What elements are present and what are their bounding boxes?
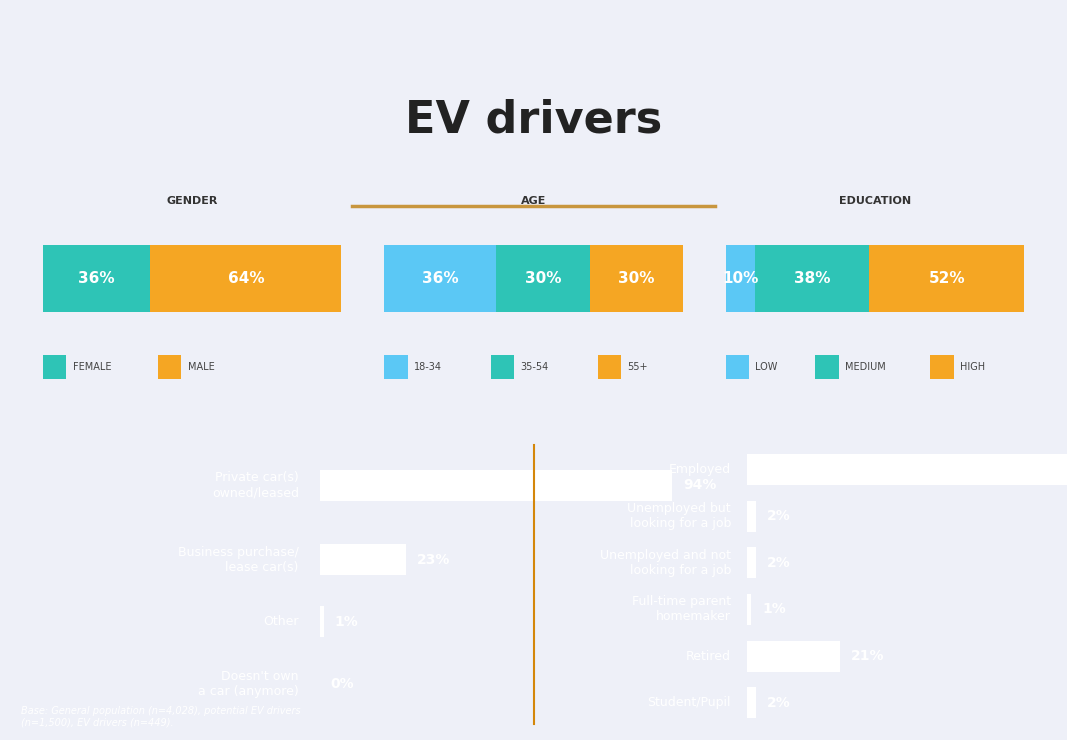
Text: 55+: 55+ [627, 362, 648, 371]
Text: 2%: 2% [766, 556, 791, 570]
FancyBboxPatch shape [747, 548, 755, 579]
FancyBboxPatch shape [726, 246, 755, 312]
Text: HIGH: HIGH [960, 362, 986, 371]
FancyBboxPatch shape [43, 354, 66, 379]
FancyBboxPatch shape [320, 606, 324, 637]
Text: MALE: MALE [188, 362, 214, 371]
FancyBboxPatch shape [747, 594, 751, 625]
Text: 2%: 2% [766, 696, 791, 710]
Text: EV drivers: EV drivers [404, 98, 663, 141]
Text: Base: General population (n=4,028), potential EV drivers
(n=1,500), EV drivers (: Base: General population (n=4,028), pote… [21, 706, 301, 727]
Text: 1%: 1% [335, 615, 359, 629]
Text: AGE: AGE [521, 196, 546, 206]
Text: 38%: 38% [794, 272, 830, 286]
Text: GENDER: GENDER [166, 196, 218, 206]
Text: EDUCATION: EDUCATION [839, 196, 911, 206]
Text: 0%: 0% [331, 677, 354, 691]
Text: Doesn't own
a car (anymore): Doesn't own a car (anymore) [198, 670, 299, 698]
Text: 21%: 21% [851, 649, 885, 663]
FancyBboxPatch shape [384, 354, 408, 379]
Text: FEMALE: FEMALE [73, 362, 111, 371]
FancyBboxPatch shape [747, 501, 755, 532]
FancyBboxPatch shape [869, 246, 1024, 312]
Text: 18-34: 18-34 [414, 362, 442, 371]
FancyBboxPatch shape [747, 454, 1067, 485]
FancyBboxPatch shape [747, 687, 755, 719]
FancyBboxPatch shape [726, 354, 749, 379]
Text: Unemployed and not
looking for a job: Unemployed and not looking for a job [600, 549, 731, 577]
Text: 30%: 30% [618, 272, 654, 286]
Text: Private car(s)
owned/leased: Private car(s) owned/leased [211, 471, 299, 500]
FancyBboxPatch shape [930, 354, 954, 379]
Text: 2%: 2% [766, 509, 791, 523]
Text: 35-54: 35-54 [521, 362, 548, 371]
Text: 52%: 52% [928, 272, 965, 286]
Text: Unemployed but
looking for a job: Unemployed but looking for a job [627, 502, 731, 531]
Text: Student/Pupil: Student/Pupil [648, 696, 731, 709]
FancyBboxPatch shape [815, 354, 839, 379]
Text: 1%: 1% [762, 602, 785, 616]
Text: Full-time parent
homemaker: Full-time parent homemaker [632, 596, 731, 624]
FancyBboxPatch shape [158, 354, 181, 379]
Text: 10%: 10% [722, 272, 759, 286]
Text: 64%: 64% [227, 272, 265, 286]
FancyBboxPatch shape [496, 246, 590, 312]
Text: 36%: 36% [78, 272, 115, 286]
FancyBboxPatch shape [590, 246, 683, 312]
Text: 30%: 30% [525, 272, 561, 286]
FancyBboxPatch shape [43, 246, 150, 312]
FancyBboxPatch shape [150, 246, 341, 312]
FancyBboxPatch shape [747, 641, 841, 672]
FancyBboxPatch shape [320, 470, 672, 501]
FancyBboxPatch shape [384, 246, 496, 312]
Text: 23%: 23% [417, 553, 450, 567]
FancyBboxPatch shape [598, 354, 621, 379]
Text: 94%: 94% [683, 478, 716, 492]
Text: Business purchase/
lease car(s): Business purchase/ lease car(s) [178, 545, 299, 574]
FancyBboxPatch shape [755, 246, 869, 312]
FancyBboxPatch shape [320, 544, 407, 575]
FancyBboxPatch shape [491, 354, 514, 379]
Text: MEDIUM: MEDIUM [845, 362, 886, 371]
Text: Employed: Employed [669, 463, 731, 476]
Text: Other: Other [264, 616, 299, 628]
Text: LOW: LOW [755, 362, 778, 371]
Text: Retired: Retired [686, 650, 731, 662]
Text: 36%: 36% [421, 272, 459, 286]
